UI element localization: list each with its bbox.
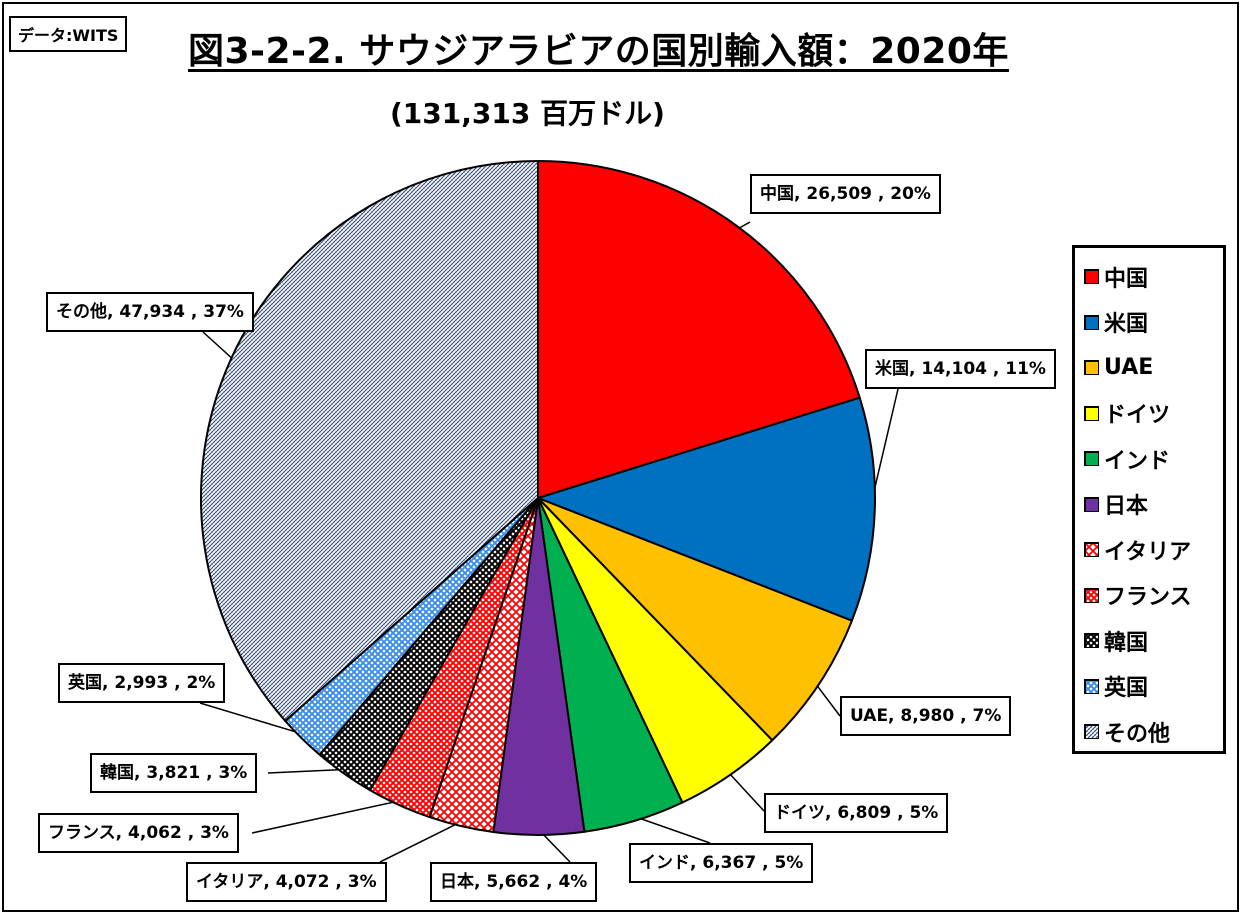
legend-label-5: インド <box>1104 448 1171 474</box>
legend-swatch-7 <box>1084 542 1099 558</box>
legend-label-10: 英国 <box>1104 676 1149 702</box>
pie-slice-1 <box>537 160 861 499</box>
legend-label-4: ドイツ <box>1104 403 1171 429</box>
legend-swatch-5 <box>1084 451 1099 467</box>
data-label-5: インド, 6,367 , 5% <box>629 843 814 883</box>
chart-subtitle: (131,313 百万ドル) <box>390 97 665 130</box>
data-label-6: 日本, 5,662 , 4% <box>430 862 598 902</box>
legend-label-8: フランス <box>1104 585 1192 611</box>
legend-swatch-8 <box>1084 587 1099 603</box>
legend-item-5: インド <box>1075 436 1223 482</box>
legend-item-6: 日本 <box>1075 482 1223 528</box>
legend-label-2: 米国 <box>1104 312 1149 338</box>
data-label-9: 韓国, 3,821 , 3% <box>90 753 258 793</box>
leader-line-3 <box>813 681 841 717</box>
data-label-8: フランス, 4,062 , 3% <box>38 813 239 853</box>
legend-swatch-9 <box>1084 633 1099 649</box>
chart-title: 図3-2-2. サウジアラビアの国別輸入額：2020年 <box>188 31 1009 72</box>
source-label: データ:WITS <box>9 16 128 52</box>
legend-label-1: 中国 <box>1104 266 1149 292</box>
leader-line-7 <box>379 820 463 863</box>
legend-item-1: 中国 <box>1075 254 1223 300</box>
legend-swatch-4 <box>1084 405 1099 421</box>
legend-item-11: その他 <box>1075 709 1223 755</box>
leader-line-9 <box>267 768 347 774</box>
leader-line-10 <box>199 702 306 736</box>
legend-label-3: UAE <box>1104 355 1154 381</box>
legend-label-6: 日本 <box>1104 494 1149 520</box>
pie-slices <box>199 160 876 836</box>
legend-swatch-2 <box>1084 314 1099 330</box>
pie-slice-2 <box>537 396 876 622</box>
leader-line-5 <box>632 815 711 844</box>
pie-slice-11 <box>199 160 539 722</box>
data-label-10: 英国, 2,993 , 2% <box>58 663 226 703</box>
legend-item-10: 英国 <box>1075 664 1223 710</box>
legend-swatch-10 <box>1084 678 1099 694</box>
data-label-7: イタリア, 4,072 , 3% <box>186 862 387 902</box>
legend-item-9: 韓国 <box>1075 618 1223 664</box>
legend-swatch-11 <box>1084 724 1099 740</box>
legend-swatch-6 <box>1084 496 1099 512</box>
legend-item-2: 米国 <box>1075 300 1223 346</box>
legend-item-3: UAE <box>1075 345 1223 391</box>
legend-label-9: 韓国 <box>1104 630 1149 656</box>
legend-item-7: イタリア <box>1075 527 1223 573</box>
legend-label-7: イタリア <box>1104 539 1192 565</box>
leader-line-4 <box>726 770 765 812</box>
leader-line-8 <box>251 799 402 834</box>
data-label-2: 米国, 14,104 , 11% <box>865 349 1056 389</box>
data-label-11: その他, 47,934 , 37% <box>46 292 254 332</box>
legend-swatch-1 <box>1084 269 1099 285</box>
legend-item-8: フランス <box>1075 573 1223 619</box>
leader-line-11 <box>202 331 236 362</box>
legend-item-4: ドイツ <box>1075 391 1223 437</box>
legend: 中国米国 UAE ドイツインド日本イタリアフランス韓国英国その他 <box>1072 245 1226 754</box>
data-label-4: ドイツ, 6,809 , 5% <box>764 793 949 833</box>
data-label-3: UAE, 8,980 , 7% <box>840 696 1012 736</box>
pie-slice-3 <box>537 497 853 742</box>
legend-label-11: その他 <box>1104 721 1171 747</box>
legend-swatch-3 <box>1084 360 1099 376</box>
data-label-1: 中国, 26,509 , 20% <box>750 174 941 214</box>
